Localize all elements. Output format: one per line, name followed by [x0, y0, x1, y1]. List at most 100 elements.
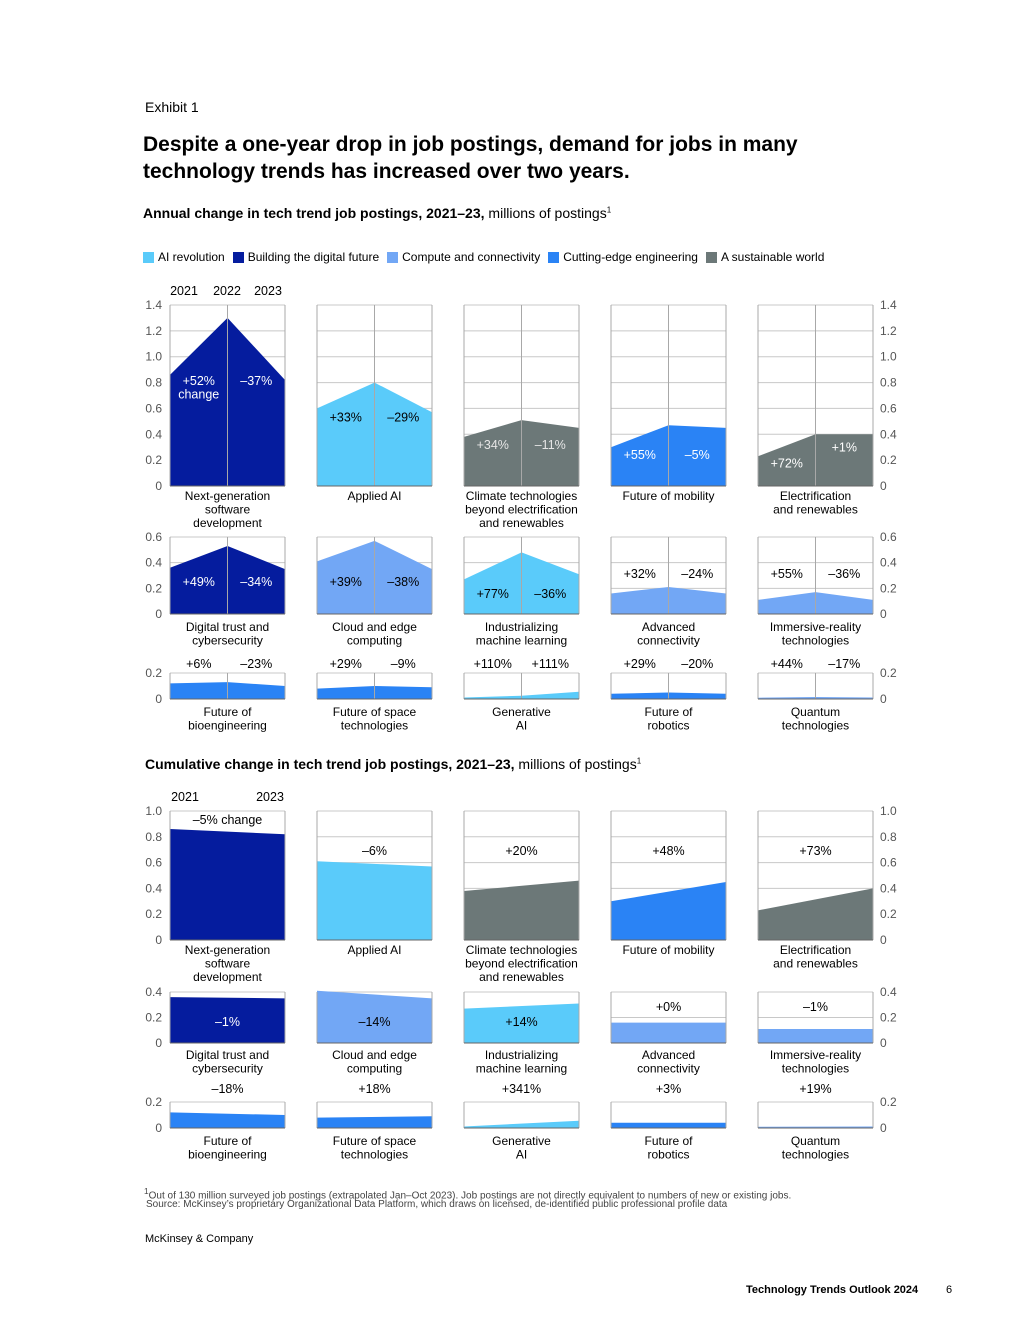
change-label: –9% — [391, 657, 416, 671]
panel-label-line: and renewables — [479, 970, 564, 984]
legend-item-sustainable: A sustainable world — [705, 250, 824, 264]
change-label: –36% — [534, 587, 566, 601]
y-tick-label-right: 0.4 — [880, 881, 897, 895]
panel-0-2-0: Future of bioengineering +6% –23% — [169, 657, 286, 733]
legend-item-ai: AI revolution — [143, 250, 225, 264]
y-tick-label-left: 1.4 — [145, 298, 162, 312]
panel-label-line: Future of — [644, 1134, 693, 1148]
change-label: +48% — [652, 844, 684, 858]
x-year-label: 2023 — [256, 790, 284, 804]
change-label: +341% — [502, 1082, 541, 1096]
legend-item-compute: Compute and connectivity — [387, 250, 540, 264]
section1-title-bold: Annual change in tech trend job postings… — [143, 205, 485, 221]
series-area — [464, 880, 579, 940]
panel-label-line: Generative — [492, 705, 551, 719]
y-tick-label-left: 1.0 — [145, 350, 162, 364]
panel-label-line: Quantum — [791, 705, 840, 719]
y-tick-label-left: 0.2 — [145, 1011, 162, 1025]
panel-0-1-2: Industrializing machine learning +77% –36% — [463, 536, 580, 648]
panel-1-2-3: Future of robotics +3% — [610, 1082, 727, 1162]
panel-0-0-4: Electrification and renewables +72% +1% — [757, 304, 874, 517]
change-label: +6% — [186, 657, 211, 671]
panel-label: Future of mobility — [622, 943, 714, 957]
y-tick-label-right: 1.4 — [880, 298, 897, 312]
panel-1-0-3: Future of mobility +48% — [610, 810, 727, 957]
change-label: +32% — [624, 567, 656, 581]
change-label: +20% — [505, 844, 537, 858]
y-tick-label-left: 0.2 — [145, 907, 162, 921]
panel-label-line: machine learning — [476, 634, 567, 648]
panel-label-line: AI — [516, 1148, 527, 1162]
panel-0-2-1: Future of space technologies +29% –9% — [316, 657, 433, 733]
panel-label: Immersive-reality technologies — [770, 620, 861, 648]
change-label: +0% — [656, 1000, 681, 1014]
change-label: +1% — [832, 440, 857, 454]
panel-0-2-2: Generative AI +110% +111% — [463, 657, 580, 733]
change-label: –5% — [685, 448, 710, 462]
panel-label: Quantum technologies — [782, 705, 849, 733]
panel-label-line: development — [193, 516, 262, 530]
x-year-label: 2023 — [254, 284, 282, 298]
panel-label-line: Next-generation — [185, 489, 270, 503]
panel-label-line: bioengineering — [188, 719, 267, 733]
change-label: –36% — [828, 567, 860, 581]
change-label: –20% — [681, 657, 713, 671]
y-tick-label-right: 0.2 — [880, 907, 897, 921]
panel-1-1-2: Industrializing machine learning +14% — [463, 991, 580, 1076]
x-year-label: 2022 — [213, 284, 241, 298]
change-label: –18% — [212, 1082, 244, 1096]
panel-0-0-0: Next-generation software development +52% ch… — [169, 304, 286, 530]
section2-footnote-mark: 1 — [636, 756, 642, 766]
panel-label-line: technologies — [341, 1148, 408, 1162]
change-label: +29% — [330, 657, 362, 671]
x-year-label: 2021 — [171, 790, 199, 804]
section1-title-rest: millions of postings — [484, 205, 607, 221]
change-label: +73% — [799, 844, 831, 858]
y-tick-label-right: 0.4 — [880, 556, 897, 570]
panel-label: Industrializing machine learning — [476, 1048, 567, 1076]
y-tick-label-right: 1.2 — [880, 324, 897, 338]
panel-0-1-0: Digital trust and cybersecurity +49% –34% — [169, 536, 286, 648]
panel-label-line: bioengineering — [188, 1148, 267, 1162]
y-tick-label-right: 0.6 — [880, 856, 897, 870]
panel-label-line: technologies — [782, 719, 849, 733]
change-label: +34% — [477, 438, 509, 452]
change-label: –38% — [387, 575, 419, 589]
panel-label: Digital trust and cybersecurity — [186, 1048, 269, 1076]
panel-label-line: Cloud and edge — [332, 1048, 417, 1062]
series-area — [317, 1116, 432, 1128]
panel-label-line: Electrification — [780, 489, 851, 503]
panel-label: Future of bioengineering — [188, 705, 267, 733]
y-tick-label-left: 1.2 — [145, 324, 162, 338]
change-label: –11% — [535, 438, 566, 452]
legend-swatch — [705, 251, 717, 263]
panel-label-line: computing — [347, 634, 402, 648]
change-label: +77% — [477, 587, 509, 601]
change-label: +52% change — [178, 374, 219, 402]
change-label-line: +52% — [183, 374, 215, 388]
y-tick-label-right: 0.6 — [880, 530, 897, 544]
change-label: +49% — [183, 575, 215, 589]
panel-1-0-2: Climate technologies beyond electrificati… — [463, 810, 580, 984]
section2-title: Cumulative change in tech trend job post… — [145, 756, 641, 772]
panel-label-line: cybersecurity — [192, 1062, 263, 1076]
panel-label-line: Immersive-reality — [770, 620, 861, 634]
y-tick-label-right: 0 — [880, 933, 887, 947]
series-area — [317, 861, 432, 940]
panel-label: Applied AI — [347, 943, 401, 957]
panel-0-0-3: Future of mobility +55% –5% — [610, 304, 727, 503]
footnote: 1Out of 130 million surveyed job posting… — [144, 1186, 791, 1201]
y-tick-label-right: 0.6 — [880, 401, 897, 415]
footnote-mark: 1 — [144, 1186, 149, 1196]
page-number: 6 — [946, 1284, 953, 1296]
panel-label-line: Climate technologies — [466, 943, 577, 957]
y-tick-label-left: 0.2 — [145, 666, 162, 680]
y-tick-label-left: 0.2 — [145, 581, 162, 595]
panel-0-1-4: Immersive-reality technologies +55% –36% — [757, 536, 874, 648]
change-label: +29% — [624, 657, 656, 671]
y-tick-label-right: 0 — [880, 1121, 887, 1135]
panel-label-line: Next-generation — [185, 943, 270, 957]
y-tick-label-left: 0.4 — [145, 556, 162, 570]
change-label: –6% — [362, 844, 387, 858]
footnote-text: Out of 130 million surveyed job postings… — [148, 1190, 792, 1202]
